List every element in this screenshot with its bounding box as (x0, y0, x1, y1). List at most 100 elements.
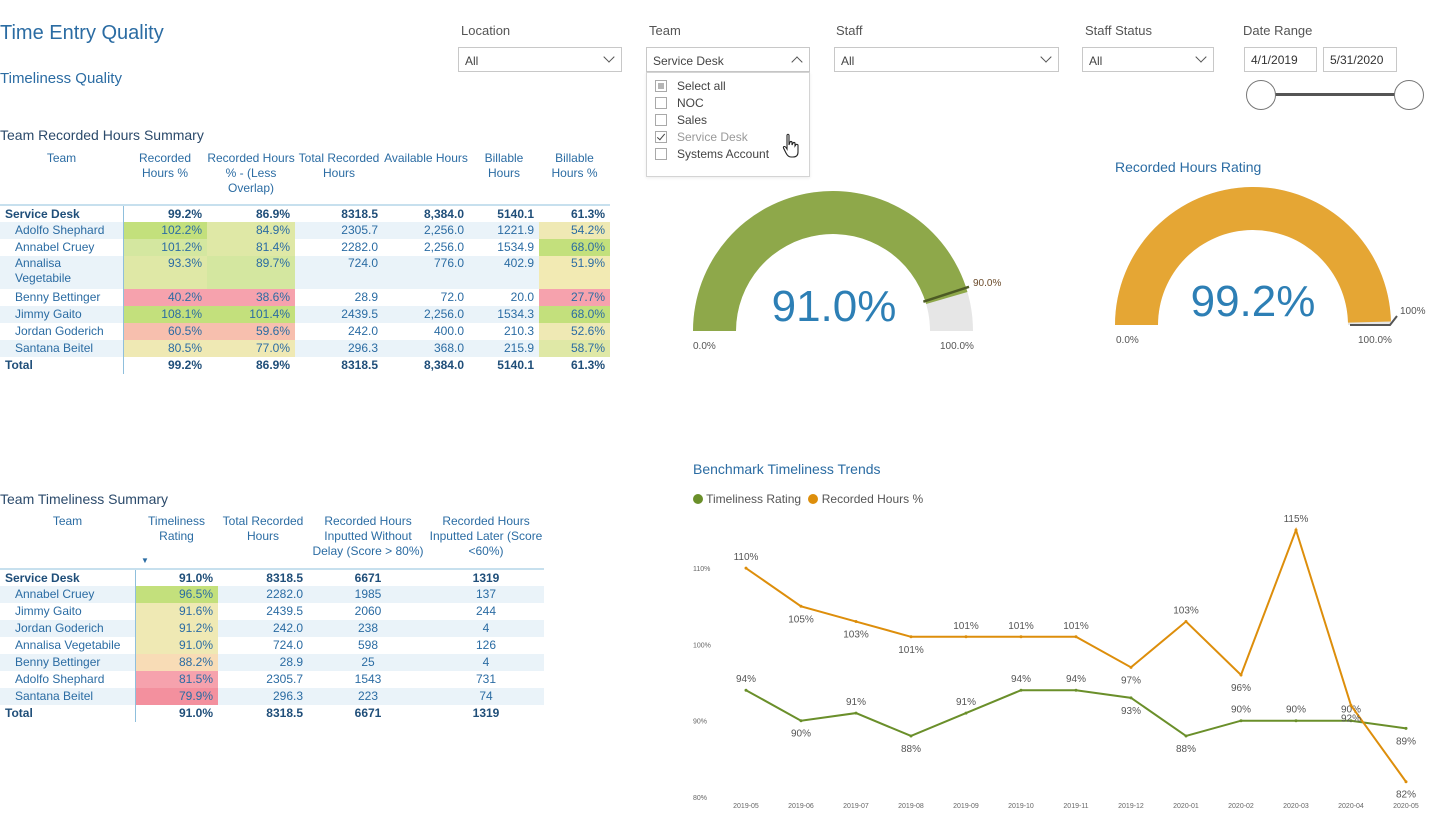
sort-descending-icon[interactable]: ▼ (141, 556, 149, 565)
data-point[interactable] (1184, 620, 1188, 624)
data-label: 110% (734, 552, 759, 563)
team-option-systems-account[interactable]: Systems Account (655, 147, 795, 163)
table-row[interactable]: Jimmy Gaito 108.1% 101.4% 2439.5 2,256.0… (0, 306, 610, 323)
table-row[interactable]: Annalisa Vegetabile 93.3% 89.7% 724.0 77… (0, 256, 610, 289)
data-point[interactable] (1349, 719, 1353, 723)
table-row[interactable]: Adolfo Shephard 102.2% 84.9% 2305.7 2,25… (0, 222, 610, 239)
gauge-min-label: 0.0% (1116, 335, 1139, 346)
checkmark-icon[interactable] (655, 131, 667, 143)
gauge-value-arc (693, 191, 968, 331)
data-point[interactable] (1129, 665, 1133, 669)
staff-status-dropdown[interactable]: All (1082, 47, 1214, 72)
data-label: 105% (788, 614, 814, 625)
team-option-sales[interactable]: Sales (655, 113, 795, 129)
data-label: 89% (1396, 736, 1416, 747)
team-options-list: Select all NOC Sales Service Desk System… (646, 72, 810, 177)
date-slider-track[interactable] (1262, 93, 1408, 96)
series-line[interactable] (745, 526, 1407, 783)
data-point[interactable] (1404, 726, 1408, 730)
col-header-available[interactable]: Available Hours (384, 151, 468, 165)
table-row-total[interactable]: Total 99.2% 86.9% 8318.5 8,384.0 5140.1 … (5, 357, 605, 374)
table-row[interactable]: Santana Beitel 80.5% 77.0% 296.3 368.0 2… (0, 340, 610, 357)
legend-dot-icon (693, 494, 703, 504)
data-point[interactable] (1349, 703, 1353, 707)
data-point[interactable] (1404, 780, 1408, 784)
col-header-billable-pct[interactable]: Billable Hours % (551, 151, 598, 180)
table-row[interactable]: Benny Bettinger 40.2% 38.6% 28.9 72.0 20… (0, 289, 610, 306)
chevron-up-icon (791, 56, 803, 68)
table-row[interactable]: Jordan Goderich 91.2% 242.0 238 4 (0, 620, 544, 637)
x-tick-label: 2019-09 (953, 803, 979, 810)
data-point[interactable] (799, 604, 803, 608)
table-row[interactable]: Annabel Cruey 101.2% 81.4% 2282.0 2,256.… (0, 239, 610, 256)
col-header-timeliness-rating[interactable]: Timeliness Rating ▼ (135, 514, 218, 569)
data-point[interactable] (1239, 719, 1243, 723)
data-point[interactable] (1294, 528, 1298, 532)
data-point[interactable] (854, 620, 858, 624)
data-point[interactable] (854, 711, 858, 715)
team-dropdown[interactable]: Service Desk (646, 47, 810, 72)
data-point[interactable] (1019, 688, 1023, 692)
hand-cursor-icon (782, 133, 799, 158)
col-header-total-recorded[interactable]: Total Recorded Hours (298, 151, 380, 180)
data-point[interactable] (1074, 688, 1078, 692)
checkbox-icon[interactable] (655, 80, 667, 92)
col-header-team[interactable]: Team (52, 514, 83, 528)
date-start-input[interactable]: 4/1/2019 (1244, 47, 1317, 72)
legend-item-timeliness[interactable]: Timeliness Rating (706, 492, 802, 506)
data-point[interactable] (1019, 635, 1023, 639)
date-slider-end-handle[interactable] (1394, 80, 1424, 110)
x-tick-label: 2019-06 (788, 803, 814, 810)
data-point[interactable] (1129, 696, 1133, 700)
data-point[interactable] (799, 719, 803, 723)
date-slider-start-handle[interactable] (1246, 80, 1276, 110)
team-option-service-desk[interactable]: Service Desk (655, 130, 795, 146)
location-dropdown[interactable]: All (458, 47, 622, 72)
table-row[interactable]: Annalisa Vegetabile 91.0% 724.0 598 126 (15, 637, 497, 654)
recorded-summary-title: Team Recorded Hours Summary (0, 127, 204, 143)
table-row[interactable]: Benny Bettinger 88.2% 28.9 25 4 (0, 654, 544, 671)
table-row[interactable]: Adolfo Shephard 81.5% 2305.7 1543 731 (15, 671, 497, 688)
table-row[interactable]: Annabel Cruey 96.5% 2282.0 1985 137 (0, 586, 544, 603)
team-slicer-label: Team (649, 23, 681, 38)
data-point[interactable] (964, 711, 968, 715)
col-header-recorded-less-overlap[interactable]: Recorded Hours % - (Less Overlap) (207, 151, 295, 195)
x-tick-label: 2020-04 (1338, 803, 1364, 810)
gauge-value-arc (1115, 187, 1391, 325)
data-point[interactable] (909, 635, 913, 639)
data-label: 92% (1341, 713, 1361, 724)
table-row-group[interactable]: Service Desk 99.2% 86.9% 8318.5 8,384.0 … (0, 204, 610, 222)
col-header-recorded-pct[interactable]: Recorded Hours % (138, 151, 192, 180)
col-header-billable[interactable]: Billable Hours (484, 151, 524, 180)
data-point[interactable] (1294, 719, 1298, 723)
x-tick-label: 2019-12 (1118, 803, 1144, 810)
data-label: 97% (1121, 675, 1141, 686)
col-header-total-recorded[interactable]: Total Recorded Hours (222, 514, 304, 543)
data-point[interactable] (1074, 635, 1078, 639)
data-point[interactable] (1239, 673, 1243, 677)
data-point[interactable] (1184, 734, 1188, 738)
table-row[interactable]: Jordan Goderich 60.5% 59.6% 242.0 400.0 … (0, 323, 610, 340)
staff-dropdown[interactable]: All (834, 47, 1059, 72)
date-end-input[interactable]: 5/31/2020 (1323, 47, 1397, 72)
x-tick-label: 2019-10 (1008, 803, 1034, 810)
col-header-team[interactable]: Team (46, 151, 77, 165)
chart-title: Benchmark Timeliness Trends (693, 461, 881, 477)
table-row-total[interactable]: Total 91.0% 8318.5 6671 1319 (5, 705, 500, 722)
data-point[interactable] (964, 635, 968, 639)
checkbox-icon[interactable] (655, 97, 667, 109)
checkbox-icon[interactable] (655, 148, 667, 160)
data-point[interactable] (744, 688, 748, 692)
legend-item-recorded[interactable]: Recorded Hours % (821, 492, 924, 506)
col-header-inputted-later[interactable]: Recorded Hours Inputted Later (Score <60… (429, 514, 543, 558)
table-row-group[interactable]: Service Desk 91.0% 8318.5 6671 1319 (0, 568, 544, 586)
col-header-without-delay[interactable]: Recorded Hours Inputted Without Delay (S… (312, 514, 424, 558)
table-row[interactable]: Santana Beitel 79.9% 296.3 223 74 (0, 688, 544, 705)
data-point[interactable] (744, 566, 748, 570)
data-point[interactable] (909, 734, 913, 738)
team-option-noc[interactable]: NOC (655, 96, 795, 112)
team-option-select-all[interactable]: Select all (655, 79, 795, 95)
data-label: 94% (736, 674, 756, 685)
checkbox-icon[interactable] (655, 114, 667, 126)
table-row[interactable]: Jimmy Gaito 91.6% 2439.5 2060 244 (15, 603, 497, 620)
